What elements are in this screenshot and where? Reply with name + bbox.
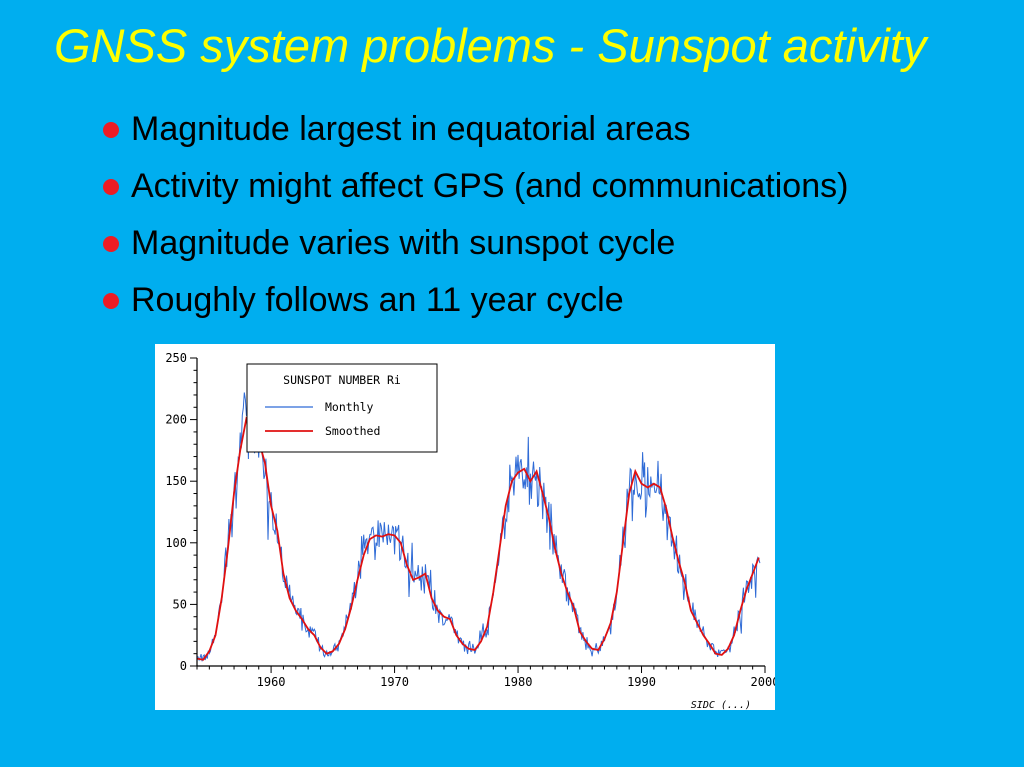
chart-legend: SUNSPOT NUMBER Ri Monthly Smoothed [246,363,438,453]
bullet-item: Roughly follows an 11 year cycle [103,272,848,329]
bullet-item: Activity might affect GPS (and communica… [103,158,848,215]
red-dot-bullet-icon [103,235,119,252]
legend-box [246,363,438,453]
bullet-item: Magnitude largest in equatorial areas [103,101,848,158]
x-tick-label: 1970 [380,675,409,689]
y-tick-label: 0 [180,659,187,673]
x-tick-label: 1960 [257,675,286,689]
chart-footnote: SIDC (...) [691,700,751,710]
legend-title: SUNSPOT NUMBER Ri [283,373,401,387]
y-tick-label: 150 [165,474,187,488]
red-dot-bullet-icon [103,121,119,138]
legend-entry-label: Monthly [325,400,374,414]
bullet-item-label: Activity might affect GPS (and communica… [131,167,849,205]
chart-series [197,392,761,662]
y-tick-label: 50 [173,597,187,611]
bullet-list: Magnitude largest in equatorial areas Ac… [103,101,848,329]
y-tick-label: 100 [165,536,187,550]
red-dot-bullet-icon [103,178,119,195]
bullet-item-label: Magnitude largest in equatorial areas [131,110,691,148]
red-dot-bullet-icon [103,292,119,309]
x-tick-label: 1980 [504,675,533,689]
bullet-item: Magnitude varies with sunspot cycle [103,215,848,272]
y-tick-label: 250 [165,351,187,365]
y-tick-label: 200 [165,413,187,427]
smoothed-series-line [197,416,760,661]
x-tick-label: 1990 [627,675,656,689]
bullet-item-label: Roughly follows an 11 year cycle [131,281,624,319]
legend-entry-label: Smoothed [325,424,380,438]
slide-title: GNSS system problems - Sunspot activity [54,19,927,72]
bullet-item-label: Magnitude varies with sunspot cycle [131,224,676,262]
